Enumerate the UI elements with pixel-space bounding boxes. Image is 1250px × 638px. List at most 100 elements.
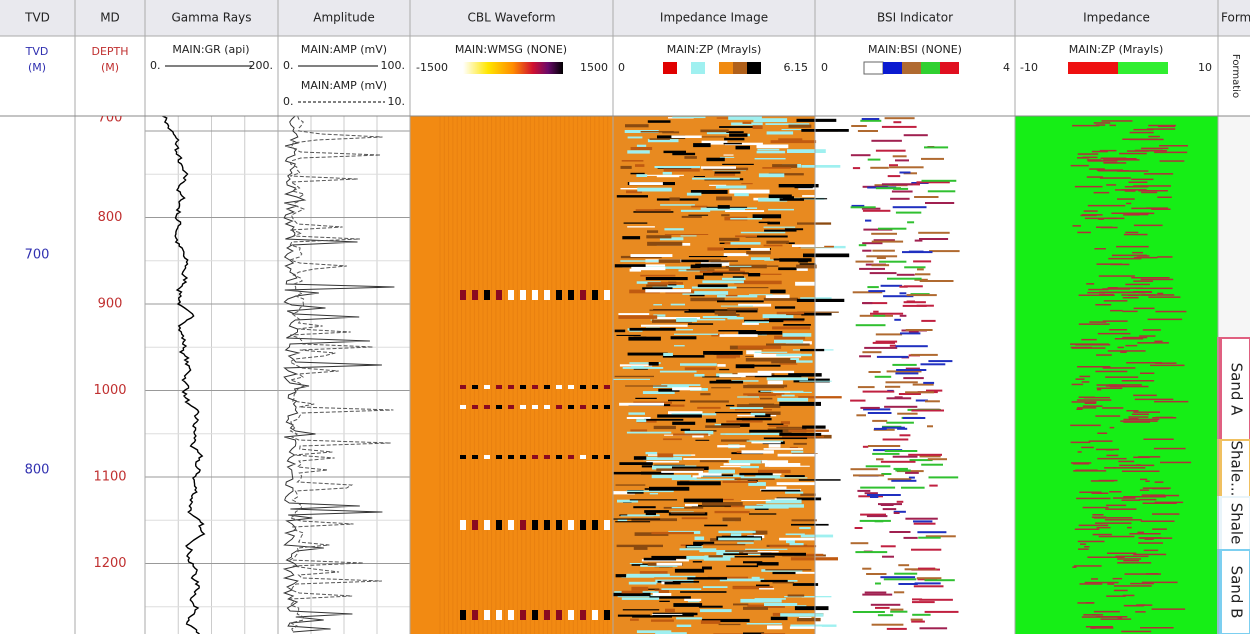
impedance-tick: [1154, 152, 1187, 154]
image-streak: [724, 155, 734, 156]
color-bar: [940, 62, 959, 74]
image-streak: [702, 280, 744, 283]
image-streak: [651, 619, 674, 621]
image-streak: [791, 451, 803, 453]
bsi-tick: [890, 198, 910, 200]
bsi-tick: [868, 159, 881, 161]
bsi-tick: [904, 537, 918, 539]
bsi-tick: [884, 406, 917, 408]
bsi-tick: [897, 501, 904, 503]
image-streak: [725, 210, 764, 212]
impedance-tick: [1087, 159, 1102, 161]
scale-text: 0.: [150, 59, 161, 72]
bsi-tick: [856, 261, 874, 263]
cbl-event: [484, 290, 490, 300]
image-streak: [636, 209, 671, 211]
bsi-tick: [860, 120, 881, 122]
image-streak: [761, 553, 807, 556]
bsi-tick: [892, 191, 913, 193]
bsi-tick: [893, 155, 907, 157]
bsi-tick: [901, 487, 925, 489]
image-streak: [729, 190, 769, 194]
bsi-tick: [894, 319, 901, 321]
bsi-tick: [912, 598, 922, 600]
image-streak: [648, 282, 684, 284]
image-streak: [630, 429, 647, 431]
image-streak: [724, 463, 751, 465]
image-streak: [644, 510, 669, 513]
impedance-tick: [1077, 232, 1091, 234]
bsi-tick: [907, 221, 914, 223]
bsi-tick: [862, 568, 871, 570]
bsi-tick: [866, 573, 886, 575]
image-streak: [686, 269, 714, 270]
image-streak: [740, 599, 781, 603]
image-streak: [747, 385, 787, 388]
impedance-tick: [1154, 448, 1186, 450]
bsi-tick: [890, 609, 903, 611]
impedance-tick: [1152, 608, 1186, 610]
image-streak: [692, 178, 740, 180]
impedance-tick: [1140, 479, 1147, 481]
bsi-tick: [883, 439, 909, 441]
image-streak: [799, 527, 811, 529]
image-streak: [729, 133, 747, 136]
cbl-event: [472, 290, 478, 300]
image-streak: [796, 265, 817, 269]
image-streak: [800, 349, 824, 351]
image-streak: [640, 275, 675, 277]
impedance-tick: [1081, 215, 1097, 217]
impedance-tick: [1080, 583, 1103, 585]
image-streak: [797, 618, 821, 621]
bsi-tick: [851, 468, 878, 470]
bsi-tick: [878, 228, 906, 230]
image-streak: [672, 422, 695, 425]
image-streak: [797, 299, 844, 302]
impedance-tick: [1123, 419, 1159, 421]
bsi-tick: [871, 140, 902, 142]
bsi-tick: [881, 461, 916, 463]
scale-text: MAIN:WMSG (NONE): [455, 43, 567, 56]
impedance-tick: [1157, 256, 1172, 258]
cbl-event: [508, 520, 514, 530]
image-streak: [674, 334, 718, 335]
cbl-event: [544, 455, 550, 459]
bsi-tick: [858, 130, 878, 132]
image-streak: [730, 407, 763, 409]
bsi-tick: [917, 305, 934, 307]
image-streak: [722, 164, 754, 165]
impedance-tick: [1119, 465, 1154, 467]
bsi-tick: [925, 202, 954, 204]
impedance-tick: [1097, 493, 1109, 495]
image-streak: [616, 574, 627, 577]
image-streak: [627, 417, 651, 419]
image-streak: [677, 625, 692, 627]
impedance-tick: [1124, 605, 1138, 607]
impedance-tick: [1133, 554, 1166, 556]
impedance-tick: [1116, 246, 1149, 248]
bsi-tick: [876, 187, 901, 189]
bsi-tick: [891, 480, 916, 482]
scale-text: DEPTH: [91, 45, 128, 58]
bsi-tick: [868, 290, 885, 292]
image-streak: [730, 218, 762, 220]
impedance-tick: [1126, 410, 1138, 412]
image-streak: [618, 315, 657, 319]
impedance-tick: [1104, 162, 1126, 164]
image-streak: [738, 373, 772, 376]
image-streak: [699, 606, 723, 608]
cbl-event: [592, 385, 598, 389]
image-streak: [682, 517, 708, 519]
image-streak: [618, 615, 650, 617]
bsi-tick: [863, 210, 891, 212]
image-streak: [680, 591, 726, 593]
bsi-tick: [851, 206, 876, 208]
image-streak: [726, 421, 762, 423]
image-streak: [652, 614, 683, 615]
image-streak: [723, 518, 742, 522]
image-streak: [694, 176, 705, 177]
image-streak: [717, 300, 764, 302]
image-streak: [616, 335, 640, 336]
bsi-tick: [889, 166, 924, 168]
image-streak: [748, 273, 760, 276]
